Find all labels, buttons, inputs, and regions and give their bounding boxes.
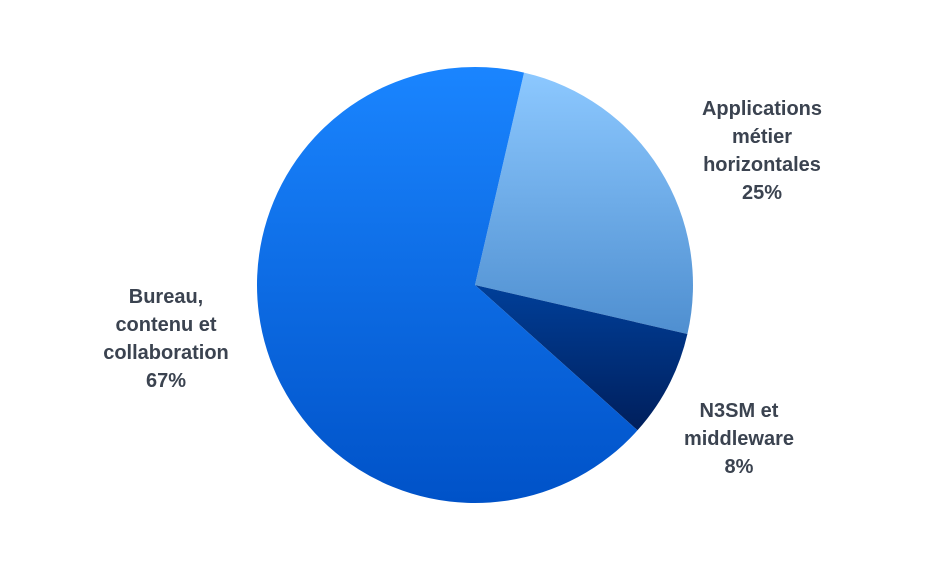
slice-name-line: métier	[732, 126, 792, 148]
slice-name-line: contenu et	[115, 314, 216, 336]
slice-label-2: N3SM et middleware 8%	[684, 400, 794, 478]
pie-labels: Applications métier horizontales 25% N3SM et…	[103, 98, 822, 478]
slice-value-label: 8%	[725, 456, 754, 478]
slice-name-line: N3SM et	[700, 400, 779, 422]
slice-value-label: 67%	[146, 370, 186, 392]
slice-name-line: middleware	[684, 428, 794, 450]
pie-slice-1	[475, 72, 693, 335]
slice-name-line: Applications	[702, 98, 822, 120]
pie-slice-3	[256, 67, 638, 504]
slice-name-line: Bureau,	[129, 286, 203, 308]
slice-name-line: collaboration	[103, 342, 229, 364]
slice-label-3: Bureau, contenu et collaboration 67%	[103, 286, 229, 392]
slice-name-line: horizontales	[703, 154, 821, 176]
pie-slice-2	[475, 285, 688, 431]
pie-slices	[256, 67, 693, 504]
slice-label-1: Applications métier horizontales 25%	[702, 98, 822, 204]
slice-value-label: 25%	[742, 182, 782, 204]
